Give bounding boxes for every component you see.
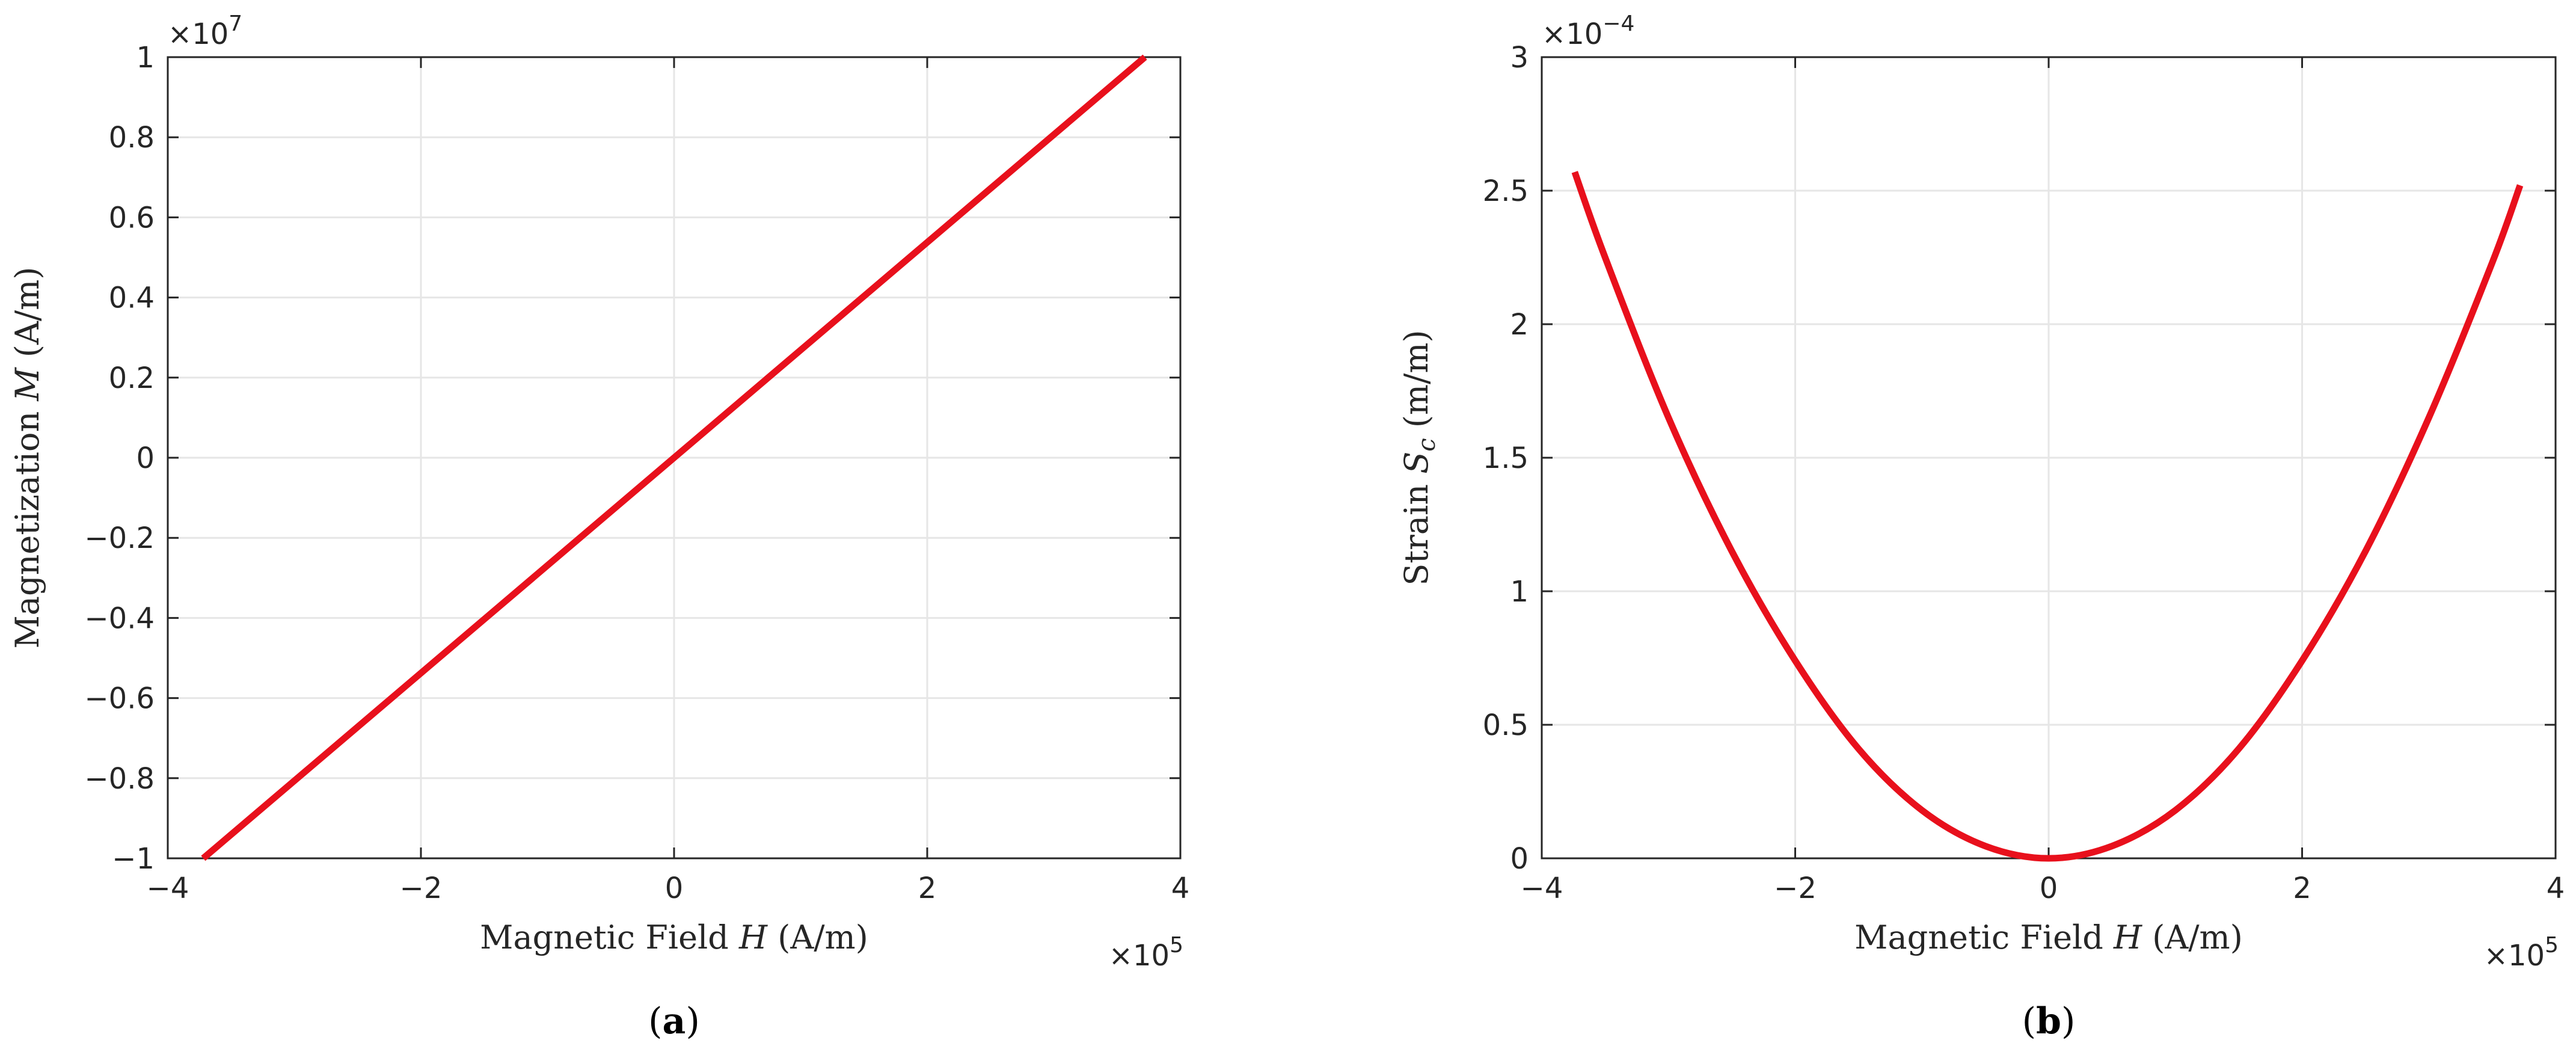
x-tick-label-b: −4 (1521, 872, 1563, 905)
y-tick-label-a: −0.6 (84, 682, 155, 716)
x-axis-label-b: Magnetic Field H (A/m) (1854, 918, 2243, 956)
y-tick-label-a: −0.2 (84, 521, 155, 555)
y-tick-label-a: −1 (112, 842, 155, 876)
x-tick-label-a: 2 (918, 872, 937, 905)
x-tick-label-a: 4 (1171, 872, 1190, 905)
y-tick-label-a: 0.6 (109, 201, 155, 235)
y-tick-label-b: 2.5 (1483, 174, 1529, 208)
series-line-a-0 (201, 54, 1147, 861)
x-tick-label-b: −2 (1774, 872, 1817, 905)
x-tick-label-a: −4 (147, 872, 189, 905)
y-tick-label-b: 1 (1510, 575, 1529, 609)
y-tick-label-a: 0.4 (109, 281, 155, 315)
panel-caption-a: (a) (648, 1000, 700, 1042)
panel-caption-b: (b) (2022, 1000, 2076, 1042)
y-tick-label-a: 0.8 (109, 121, 155, 155)
y-tick-label-a: 0 (136, 441, 155, 475)
x-tick-label-b: 4 (2547, 872, 2565, 905)
x-axis-multiplier-a: ×105 (1109, 933, 1183, 973)
y-axis-multiplier-a: ×107 (168, 11, 242, 51)
x-tick-label-a: 0 (665, 872, 684, 905)
y-tick-label-a: −0.4 (84, 601, 155, 635)
y-tick-label-b: 0.5 (1483, 709, 1529, 742)
y-tick-label-b: 0 (1510, 842, 1529, 876)
x-tick-label-a: −2 (400, 872, 443, 905)
y-axis-label-a: Magnetization M (A/m) (8, 267, 46, 649)
y-tick-label-a: 0.2 (109, 361, 155, 395)
y-tick-label-b: 2 (1510, 308, 1529, 342)
chart-panel-b: −4 −2 0 2 4 0 0.5 1 1.5 2 2.5 3 ×10−4 ×105 Magnetic Fi… (1397, 11, 2565, 1042)
x-axis-multiplier-b: ×105 (2484, 933, 2559, 973)
y-tick-label-a: 1 (136, 41, 155, 75)
y-axis-multiplier-b: ×10−4 (1542, 11, 1634, 51)
series-line-b-0 (1571, 171, 2524, 862)
y-axis-label-b: Strain Sc (m/m) (1397, 330, 1441, 585)
chart-panel-a: −4 −2 0 2 4 −1 −0.8 −0.6 −0.4 −0.2 0 0.2 0.4 0.6 0.8 1 ×… (8, 11, 1189, 1042)
x-axis-label-a: Magnetic Field H (A/m) (480, 918, 868, 956)
y-tick-label-a: −0.8 (84, 762, 155, 796)
y-tick-label-b: 3 (1510, 41, 1529, 75)
x-tick-label-b: 0 (2040, 872, 2058, 905)
y-tick-label-b: 1.5 (1483, 441, 1529, 475)
x-tick-label-b: 2 (2293, 872, 2311, 905)
